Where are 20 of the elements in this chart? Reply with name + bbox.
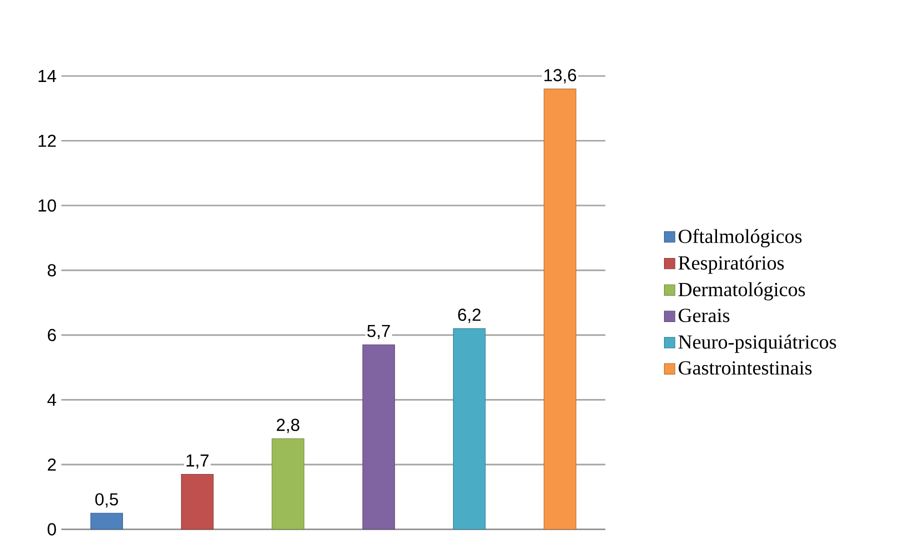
legend-label: Respiratórios xyxy=(678,256,784,274)
y-tick-label: 14 xyxy=(38,70,56,82)
data-label: 0,5 xyxy=(95,493,118,508)
legend-label: Dermatológicos xyxy=(678,282,805,300)
legend-label: Oftalmológicos xyxy=(678,228,802,248)
data-label: 5,7 xyxy=(367,325,390,340)
legend-label: Gastrointestinais xyxy=(678,361,812,375)
legend-label: Gerais xyxy=(678,308,730,322)
y-tick-label: 8 xyxy=(48,264,56,276)
data-label: 2,8 xyxy=(276,418,300,434)
y-tick-label: 12 xyxy=(38,134,56,147)
y-tick-label: 4 xyxy=(47,394,56,406)
data-label: 1,7 xyxy=(186,454,209,469)
y-tick-label: 0 xyxy=(48,523,56,536)
y-tick-label: 10 xyxy=(38,199,56,212)
data-label: 13,6 xyxy=(544,69,576,84)
data-label: 6,2 xyxy=(458,308,481,323)
y-tick-label: 6 xyxy=(48,328,56,342)
y-tick-label: 2 xyxy=(48,458,56,471)
legend-label: Neuro-psiquiátricos xyxy=(678,334,836,353)
